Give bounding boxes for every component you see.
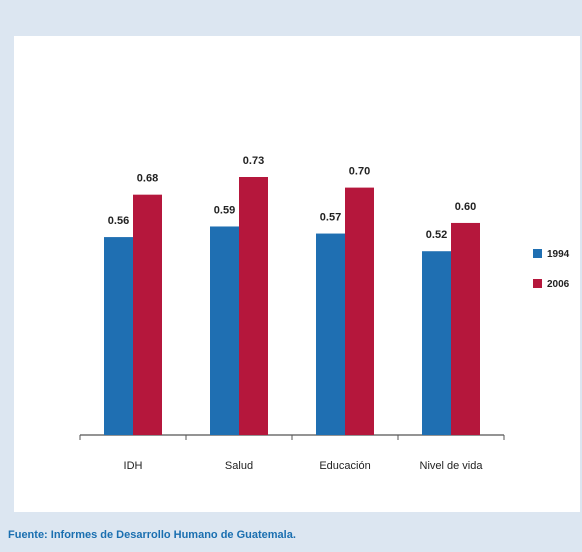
x-axis-ticks bbox=[79, 435, 505, 440]
category-label-nivel-de-vida: Nivel de vida bbox=[420, 460, 484, 472]
bar-idh-1994 bbox=[104, 237, 133, 435]
category-label-idh: IDH bbox=[124, 460, 143, 472]
bar-nivel-de-vida-1994 bbox=[422, 251, 451, 435]
bar-educacion-2006 bbox=[345, 187, 374, 435]
value-label-idh-2006: 0.68 bbox=[137, 173, 158, 185]
value-label-educacion-1994: 0.57 bbox=[320, 212, 341, 224]
bar-salud-1994 bbox=[210, 226, 239, 435]
value-label-salud-2006: 0.73 bbox=[243, 155, 264, 167]
legend-swatch-1994 bbox=[533, 249, 542, 258]
value-label-idh-1994: 0.56 bbox=[108, 215, 129, 227]
legend-swatch-2006 bbox=[533, 279, 542, 288]
bar-educacion-1994 bbox=[316, 233, 345, 435]
value-label-salud-1994: 0.59 bbox=[214, 204, 235, 216]
category-label-educacion: Educación bbox=[319, 460, 370, 472]
value-label-educacion-2006: 0.70 bbox=[349, 166, 370, 178]
value-label-nivel-de-vida-2006: 0.60 bbox=[455, 201, 476, 213]
legend-label-2006: 2006 bbox=[547, 279, 570, 290]
legend-label-1994: 1994 bbox=[547, 249, 570, 260]
source-note: Fuente: Informes de Desarrollo Humano de… bbox=[8, 529, 296, 541]
bar-salud-2006 bbox=[239, 177, 268, 435]
bar-idh-2006 bbox=[133, 194, 162, 435]
value-labels: 0.56 0.68 0.59 0.73 0.57 0.70 0.52 0.60 bbox=[108, 155, 476, 241]
category-label-salud: Salud bbox=[225, 460, 253, 472]
bar-nivel-de-vida-2006 bbox=[451, 222, 480, 435]
bar-chart: 0.56 0.68 0.59 0.73 0.57 0.70 0.52 0.60 IDH Salu… bbox=[79, 155, 570, 472]
value-label-nivel-de-vida-1994: 0.52 bbox=[426, 229, 447, 241]
legend: 1994 2006 bbox=[533, 249, 570, 290]
category-labels: IDH Salud Educación Nivel de vida bbox=[124, 460, 484, 472]
bars bbox=[104, 177, 480, 435]
